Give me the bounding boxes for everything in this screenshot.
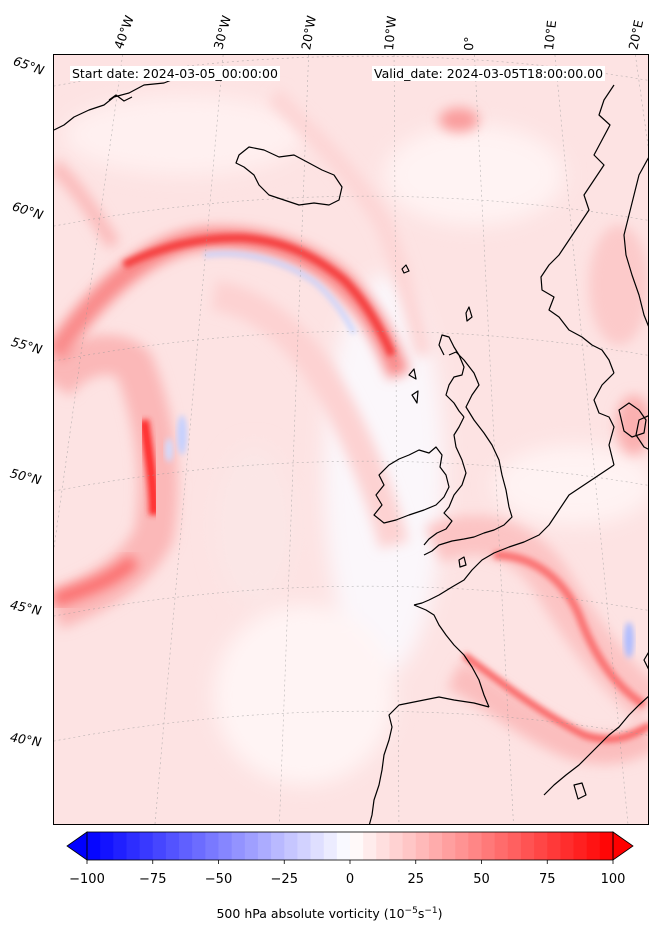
colorbar-cell: [415, 832, 430, 860]
colorbar-cell: [350, 832, 364, 860]
colorbar-cell: [113, 832, 127, 860]
colorbar-cell: [481, 832, 496, 860]
colorbar-cell: [363, 832, 377, 860]
colorbar-cell: [218, 832, 233, 860]
colorbar-cell: [402, 832, 417, 860]
colorbar-cell: [205, 832, 219, 860]
coastlines: [54, 68, 648, 824]
colorbar-cell: [244, 832, 259, 860]
colorbar-cell: [100, 832, 114, 860]
colorbar-cell: [520, 832, 535, 860]
colorbar-label: 500 hPa absolute vorticity (10−5s−1): [216, 906, 443, 922]
colorbar-tick-label: 50: [473, 872, 490, 887]
colorbar-cell: [165, 832, 180, 860]
colorbar-tick-label: 75: [538, 872, 556, 887]
colorbar-cell: [231, 832, 246, 860]
colorbar-tick-label: 100: [600, 872, 626, 887]
colorbar-tick-label: −25: [270, 872, 298, 887]
colorbar-max-extend-arrow: [612, 831, 634, 861]
colorbar-cell: [126, 832, 141, 860]
colorbar-min-extend-arrow: [66, 831, 88, 861]
colorbar-tick-label: −50: [204, 872, 233, 887]
valid-date-label: Valid_date: 2024-03-05T18:00:00.00: [372, 66, 606, 81]
colorbar-cell: [547, 832, 561, 860]
colorbar-cell: [323, 832, 338, 860]
start-date-label: Start date: 2024-03-05_00:00:00: [70, 66, 280, 81]
colorbar-tick-label: −100: [69, 872, 105, 887]
jet-streak-vorticity: [54, 227, 648, 743]
weak-vorticity-patches: [64, 95, 648, 785]
colorbar-cell: [599, 832, 614, 860]
colorbar-cell: [192, 832, 206, 860]
colorbar-cell: [336, 832, 351, 860]
colorbar-cells: [87, 832, 614, 860]
colorbar-cell: [139, 832, 154, 860]
colorbar-cell: [310, 832, 325, 860]
colorbar-tick-label: −75: [139, 872, 167, 887]
colorbar-cell: [376, 832, 390, 860]
colorbar-cell: [468, 832, 482, 860]
colorbar-cell: [586, 832, 601, 860]
colorbar-cell: [179, 832, 193, 860]
colorbar-cell: [442, 832, 456, 860]
colorbar-cell: [560, 832, 575, 860]
colorbar-cell: [271, 832, 285, 860]
colorbar-cell: [152, 832, 167, 860]
colorbar-tick-label: 0: [345, 872, 355, 887]
colorbar-cell: [389, 832, 404, 860]
vorticity-map: [54, 55, 648, 824]
colorbar-cell: [87, 832, 101, 860]
colorbar-cell: [534, 832, 548, 860]
colorbar-ticks: [86, 860, 614, 864]
graticule-lines: [54, 55, 648, 824]
colorbar-tick-label: 25: [407, 872, 425, 887]
colorbar-cell: [455, 832, 469, 860]
map-panel: [53, 54, 649, 825]
colorbar-cell: [573, 832, 588, 860]
colorbar-cell: [494, 832, 509, 860]
colorbar-cell: [257, 832, 272, 860]
colorbar-cell: [284, 832, 298, 860]
colorbar-cell: [297, 832, 312, 860]
colorbar-cell: [507, 832, 522, 860]
colorbar-cell: [428, 832, 443, 860]
